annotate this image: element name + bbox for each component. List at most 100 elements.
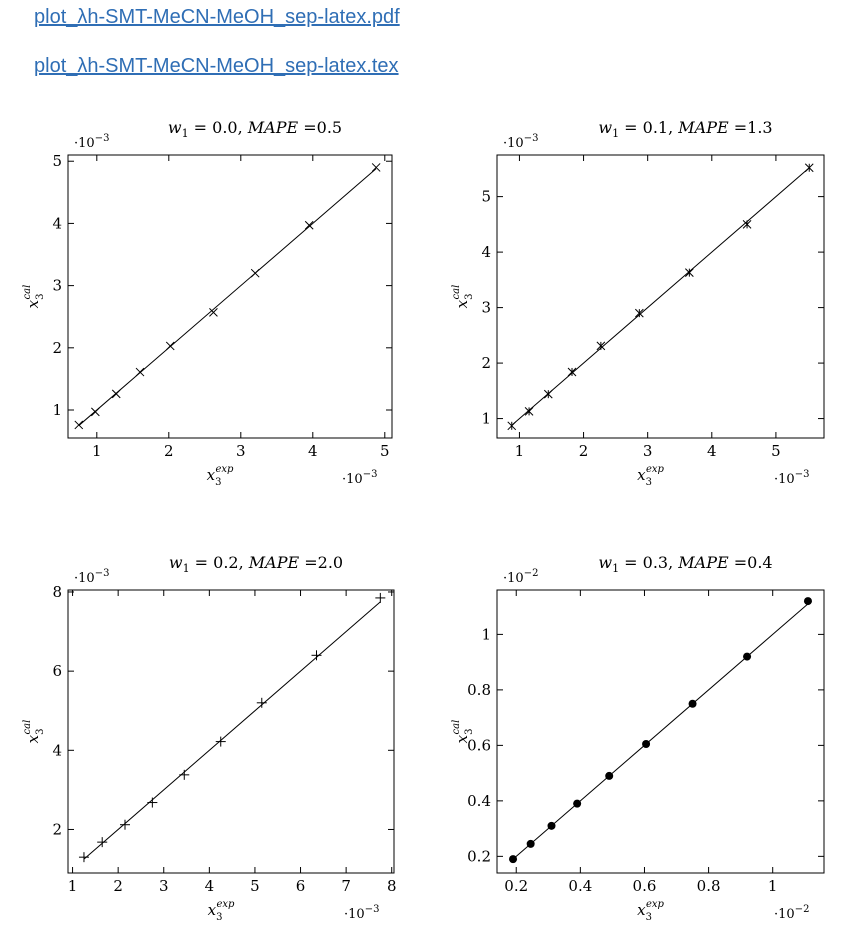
y-scale-label: ·10−3 [74, 133, 109, 151]
x-tick-label: 1 [515, 442, 525, 460]
x-axis-label: x3exp [637, 899, 664, 923]
y-tick-label: 2 [52, 820, 62, 838]
data-point [250, 268, 260, 278]
y-axis-label: x3cal [22, 720, 46, 744]
chart-title: w1 = 0.2, MAPE =2.0 [169, 553, 343, 575]
y-tick-label: 3 [52, 277, 62, 295]
y-tick-label: 2 [52, 339, 62, 357]
x-tick-label: 5 [380, 442, 390, 460]
data-point [547, 821, 556, 830]
tex-file-link[interactable]: plot_λh-SMT-MeCN-MeOH_sep-latex.tex [34, 55, 399, 77]
y-tick-label: 4 [52, 214, 62, 232]
chart-1: 1 2 3 4 5 1 2 3 4 5 w1 = 0.0, MAPE =0.5 ·10−3 ·10−3 x… [22, 118, 393, 488]
x-tick-label: 2 [164, 442, 174, 460]
data-point [97, 837, 108, 848]
x-tick-label: 6 [296, 877, 306, 895]
x-tick-label: 5 [771, 442, 781, 460]
x-scale-label: ·10−3 [342, 469, 377, 487]
x-scale-label: ·10−3 [774, 469, 809, 487]
chart-title: w1 = 0.3, MAPE =0.4 [598, 553, 772, 575]
x-axis-label: x3exp [207, 464, 234, 488]
x-tick-label: 8 [387, 877, 397, 895]
x-tick-label: 3 [643, 442, 653, 460]
data-point [803, 597, 812, 606]
x-axis-label: x3exp [208, 899, 235, 923]
y-axis-label: x3cal [451, 285, 475, 309]
y-tick-label: 3 [481, 299, 491, 317]
data-point [311, 650, 322, 661]
plot-frame [67, 154, 393, 439]
x-tick-label: 4 [205, 877, 215, 895]
data-point [634, 308, 644, 318]
data-point [179, 769, 190, 780]
data-point [209, 308, 218, 317]
pdf-file-link[interactable]: plot_λh-SMT-MeCN-MeOH_sep-latex.pdf [34, 6, 400, 28]
data-point [605, 771, 614, 780]
data-point [304, 220, 314, 230]
x-tick-label: 3 [236, 442, 246, 460]
x-tick-label: 7 [341, 877, 351, 895]
x-tick-label: 0.2 [504, 877, 528, 895]
y-tick-label: 1 [481, 410, 491, 428]
plot-frame [67, 589, 395, 874]
chart-2: 1 2 3 4 5 1 2 3 4 5 w1 = 0.1, MAPE =1.3 ·10−3 ·10−3 x… [451, 118, 825, 488]
data-point [215, 736, 226, 747]
data-point [375, 592, 386, 603]
fit-line [511, 167, 810, 426]
data-point [135, 367, 145, 377]
chart-4: 0.2 0.4 0.6 0.8 1 0.2 0.4 0.6 0.8 1 w1 = 0.3, MAPE… [451, 553, 825, 923]
data-point [573, 799, 582, 808]
x-tick-label: 0.8 [697, 877, 721, 895]
x-tick-label: 2 [579, 442, 589, 460]
data-point [147, 797, 158, 808]
data-point [642, 739, 651, 748]
data-point [526, 839, 535, 848]
data-point [743, 652, 752, 661]
data-point [74, 420, 84, 430]
x-tick-label: 2 [113, 877, 123, 895]
x-tick-label: 3 [159, 877, 169, 895]
x-tick-label: 0.4 [568, 877, 592, 895]
fit-line [78, 168, 377, 426]
x-axis-label: x3exp [637, 464, 664, 488]
data-point [78, 852, 89, 863]
y-tick-label: 0.2 [467, 847, 491, 865]
y-axis-label: x3cal [451, 720, 475, 744]
data-point [567, 367, 577, 377]
data-point [119, 819, 130, 830]
y-tick-label: 5 [481, 188, 491, 206]
data-point [91, 407, 100, 417]
data-point [165, 341, 175, 351]
data-point [688, 699, 697, 708]
y-tick-label: 5 [52, 152, 62, 170]
chart-title: w1 = 0.0, MAPE =0.5 [168, 118, 342, 140]
y-tick-label: 4 [481, 243, 491, 261]
plot-frame [496, 154, 825, 439]
data-point [543, 389, 553, 399]
data-point [742, 220, 752, 229]
x-tick-label: 4 [707, 442, 717, 460]
x-tick-label: 1 [92, 442, 102, 460]
y-tick-label: 1 [52, 401, 62, 419]
data-point [371, 163, 381, 172]
y-tick-label: 0.8 [467, 681, 491, 699]
x-tick-label: 4 [308, 442, 318, 460]
data-point [804, 163, 814, 173]
plot-frame [496, 589, 825, 874]
x-scale-label: ·10−3 [344, 904, 379, 922]
data-point [524, 407, 534, 416]
x-tick-label: 5 [250, 877, 260, 895]
x-scale-label: ·10−2 [774, 904, 809, 922]
y-tick-label: 2 [481, 354, 491, 372]
fit-line [512, 603, 809, 860]
x-tick-label: 0.6 [633, 877, 657, 895]
x-tick-label: 1 [768, 877, 778, 895]
y-tick-label: 1 [481, 625, 491, 643]
data-point [596, 341, 606, 351]
data-point [509, 855, 518, 864]
chart-3: 1 2 3 4 5 6 7 8 2 4 6 8 w1 = 0.2, MAPE =2.0 ·10−3 ·10−… [22, 553, 396, 923]
y-tick-label: 4 [52, 741, 62, 759]
y-scale-label: ·10−2 [503, 568, 538, 586]
y-scale-label: ·10−3 [74, 568, 109, 586]
